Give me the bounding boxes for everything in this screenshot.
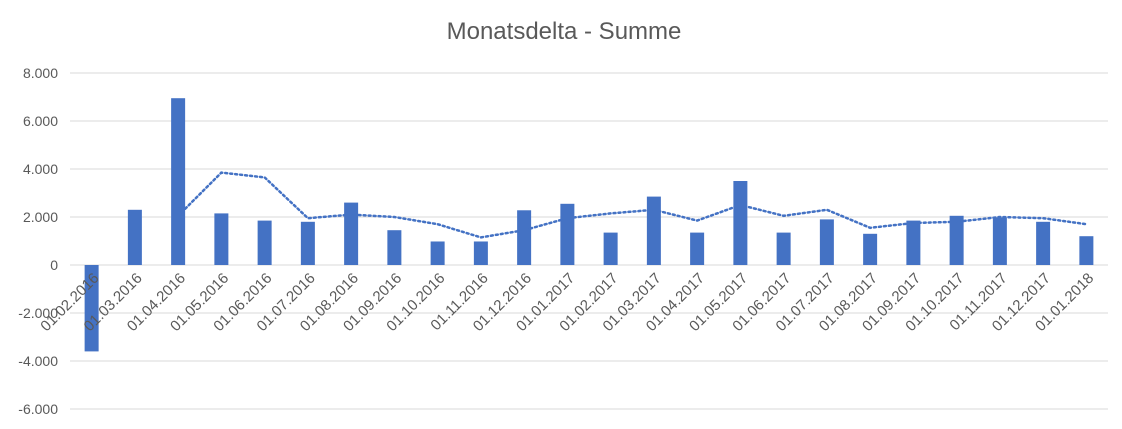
bar [906,220,921,265]
bar [387,230,402,265]
bar [171,98,186,265]
bar [127,209,142,265]
bar [603,232,618,265]
y-tick-label: 6.000 [23,113,58,129]
y-tick-label: 2.000 [23,209,58,225]
bar [473,241,488,265]
trendline [176,171,1088,239]
bar [776,232,791,265]
trendline-path [176,171,1088,239]
bar [214,213,229,265]
bar [992,217,1007,265]
bar [517,210,532,265]
bar [430,241,445,265]
x-axis-ticks: 01.02.201601.03.201601.04.201601.05.2016… [37,270,1097,335]
bar [949,215,964,265]
bar [863,233,878,265]
chart-title: Monatsdelta - Summe [446,18,682,45]
bar [1079,236,1094,265]
y-tick-label: -4.000 [18,353,58,369]
y-tick-label: -2.000 [18,305,58,321]
bar [300,221,315,265]
y-tick-label: 8.000 [23,65,58,81]
bars [84,98,1094,352]
bar [819,219,834,265]
y-tick-label: 0 [50,257,58,273]
bar [344,202,359,265]
bar [733,181,748,265]
y-axis-ticks: 8.000 6.000 4.000 2.000 0 -2.000 -4.000 -6.000 [18,65,58,417]
y-tick-label: 4.000 [23,161,58,177]
bar [1036,221,1051,265]
bar [257,220,272,265]
gridlines [70,72,1108,410]
bar [690,232,705,265]
bar [646,196,661,265]
y-tick-label: -6.000 [18,401,58,417]
bar [84,265,99,352]
bar [560,203,575,265]
